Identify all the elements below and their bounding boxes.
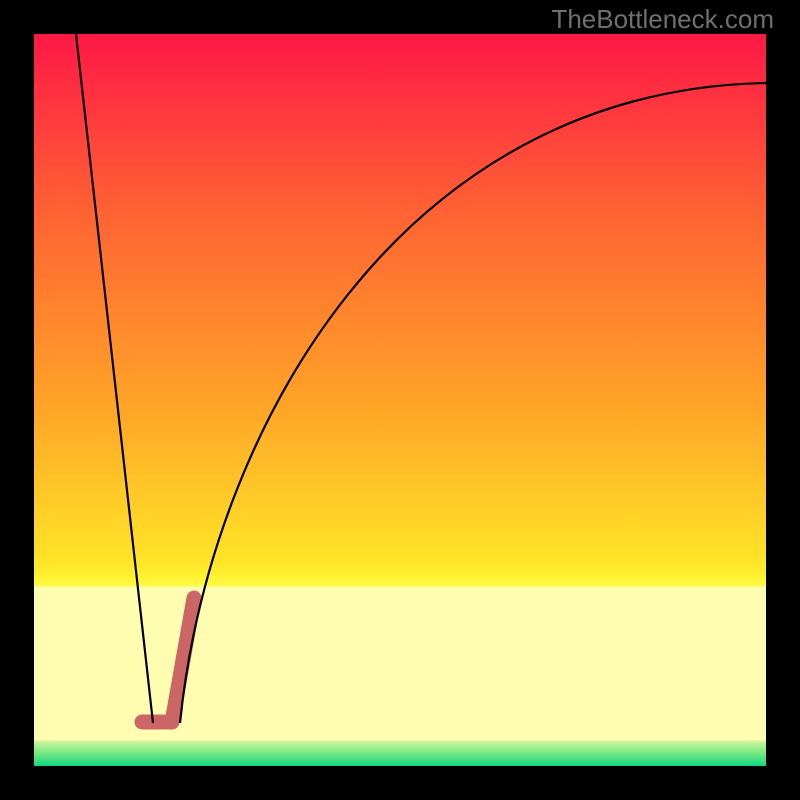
curves-overlay [0,0,800,800]
left-v-line [76,34,153,723]
chart-container: TheBottleneck.com [0,0,800,800]
saturation-curve [180,83,766,723]
watermark-text: TheBottleneck.com [551,4,774,35]
